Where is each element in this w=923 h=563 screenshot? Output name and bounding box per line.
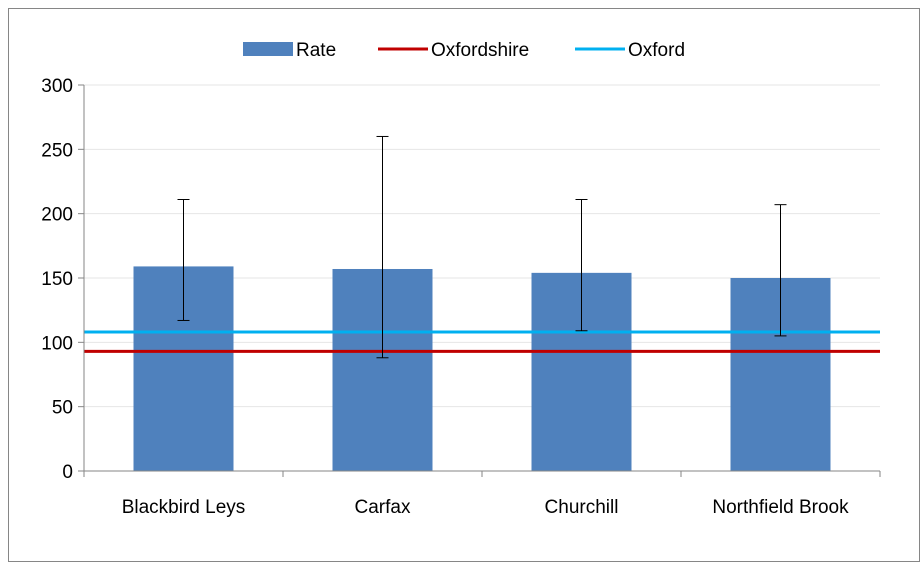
reference-lines [84,330,880,353]
legend-label: Oxford [628,40,685,61]
x-tick-label: Northfield Brook [712,497,849,518]
y-tick-label: 150 [41,269,73,290]
y-tick-label: 50 [52,398,73,419]
x-tick-label: Churchill [545,497,619,518]
x-tick-label: Blackbird Leys [122,497,246,518]
y-tick-label: 200 [41,205,73,226]
y-tick-label: 300 [41,76,73,97]
axes: 0 50 100 150 200 250 300 Blackbird Leys Carfax Ch… [41,76,881,518]
x-tick-label: Carfax [355,497,411,518]
y-tick-label: 0 [62,462,73,483]
legend-label: Rate [296,40,336,61]
bars [133,266,831,471]
y-tick-label: 250 [41,140,73,161]
y-tick-label: 100 [41,333,73,354]
legend: Rate Oxfordshire Oxford [243,40,685,61]
legend-swatch-rate [243,42,293,56]
error-bars [177,135,787,359]
legend-label: Oxfordshire [431,40,529,61]
